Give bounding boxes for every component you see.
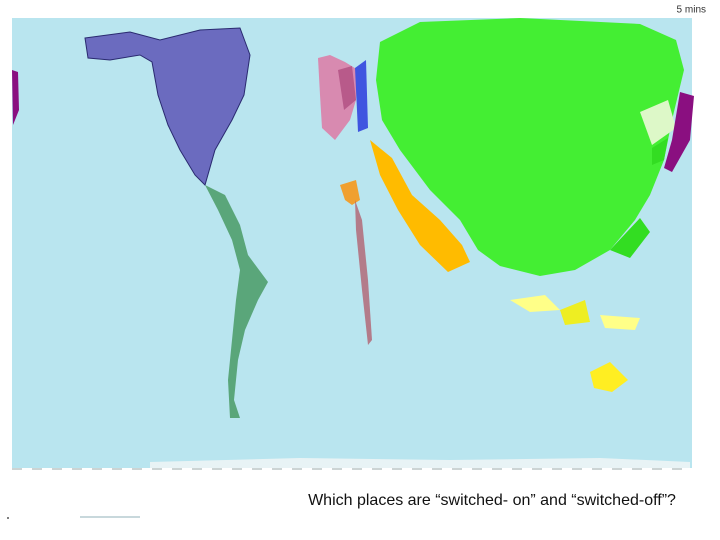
india (370, 140, 470, 272)
indonesia (560, 300, 590, 325)
latin-america (205, 185, 268, 418)
korea-south (652, 138, 668, 165)
eastern-europe (355, 60, 368, 132)
europe-core (338, 66, 356, 110)
islands-east (600, 315, 640, 330)
islands (510, 295, 560, 312)
southeast-asia (610, 218, 650, 258)
australia (590, 362, 628, 392)
region-edge (12, 70, 19, 125)
japan (664, 92, 694, 172)
antarctica (150, 458, 690, 468)
timer: 5 mins (677, 5, 706, 16)
north-africa (340, 180, 360, 205)
korea (640, 100, 676, 145)
question: Which places are “switched- on” and “swi… (308, 492, 676, 509)
dot (7, 517, 9, 519)
africa (355, 200, 372, 345)
china (376, 18, 684, 276)
